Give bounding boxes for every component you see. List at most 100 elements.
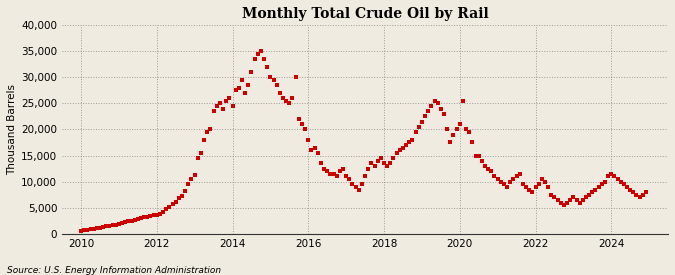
Point [565, 198, 576, 202]
Point [259, 57, 269, 61]
Point [429, 98, 440, 103]
Point [558, 203, 569, 207]
Point [300, 127, 310, 132]
Point [571, 198, 582, 202]
Point [392, 151, 402, 155]
Point [584, 192, 595, 197]
Point [76, 229, 86, 233]
Point [477, 159, 487, 163]
Point [277, 96, 288, 100]
Point [631, 192, 642, 197]
Point [556, 200, 566, 205]
Point [313, 151, 323, 155]
Point [458, 98, 468, 103]
Point [98, 224, 109, 229]
Point [382, 164, 393, 168]
Point [489, 174, 500, 179]
Point [612, 177, 623, 181]
Point [252, 51, 263, 56]
Point [341, 174, 352, 179]
Point [110, 222, 121, 227]
Point [123, 219, 134, 224]
Point [574, 200, 585, 205]
Point [423, 109, 433, 113]
Point [508, 177, 519, 181]
Point [524, 187, 535, 192]
Point [215, 101, 225, 106]
Point [198, 138, 209, 142]
Point [271, 83, 282, 87]
Point [107, 223, 118, 227]
Point [416, 119, 427, 124]
Point [145, 213, 156, 218]
Point [473, 153, 484, 158]
Point [441, 127, 452, 132]
Point [322, 169, 333, 174]
Point [552, 198, 563, 202]
Point [467, 140, 478, 145]
Point [95, 226, 105, 230]
Point [88, 227, 99, 231]
Point [249, 57, 260, 61]
Point [628, 190, 639, 194]
Point [126, 219, 137, 223]
Point [117, 221, 128, 226]
Point [505, 180, 516, 184]
Point [164, 205, 175, 209]
Point [350, 185, 361, 189]
Point [296, 122, 307, 127]
Point [227, 104, 238, 108]
Point [170, 199, 181, 204]
Point [445, 140, 456, 145]
Text: Source: U.S. Energy Information Administration: Source: U.S. Energy Information Administ… [7, 266, 221, 275]
Point [597, 182, 608, 186]
Point [142, 214, 153, 219]
Point [625, 187, 636, 192]
Point [562, 200, 572, 205]
Point [91, 226, 102, 230]
Point [363, 166, 374, 171]
Point [344, 177, 354, 181]
Point [514, 172, 525, 176]
Point [460, 127, 471, 132]
Point [287, 96, 298, 100]
Point [217, 106, 228, 111]
Point [549, 195, 560, 200]
Point [637, 192, 648, 197]
Point [439, 112, 450, 116]
Point [230, 88, 241, 92]
Point [451, 127, 462, 132]
Point [82, 228, 92, 232]
Point [328, 172, 339, 176]
Point [334, 169, 345, 174]
Point [306, 148, 317, 153]
Point [101, 224, 111, 228]
Point [543, 185, 554, 189]
Point [275, 91, 286, 95]
Point [303, 138, 314, 142]
Point [369, 164, 380, 168]
Point [360, 174, 371, 179]
Point [394, 148, 405, 153]
Point [483, 166, 493, 171]
Point [294, 117, 304, 121]
Point [577, 198, 588, 202]
Point [158, 210, 169, 214]
Point [265, 75, 276, 79]
Point [167, 202, 178, 206]
Point [470, 153, 481, 158]
Point [240, 91, 250, 95]
Point [520, 185, 531, 189]
Point [448, 133, 459, 137]
Point [603, 174, 614, 179]
Point [315, 161, 326, 166]
Point [495, 180, 506, 184]
Point [373, 159, 383, 163]
Point [325, 172, 335, 176]
Point [136, 216, 146, 220]
Point [186, 177, 197, 181]
Point [79, 228, 90, 232]
Point [104, 223, 115, 228]
Point [221, 98, 232, 103]
Point [366, 161, 377, 166]
